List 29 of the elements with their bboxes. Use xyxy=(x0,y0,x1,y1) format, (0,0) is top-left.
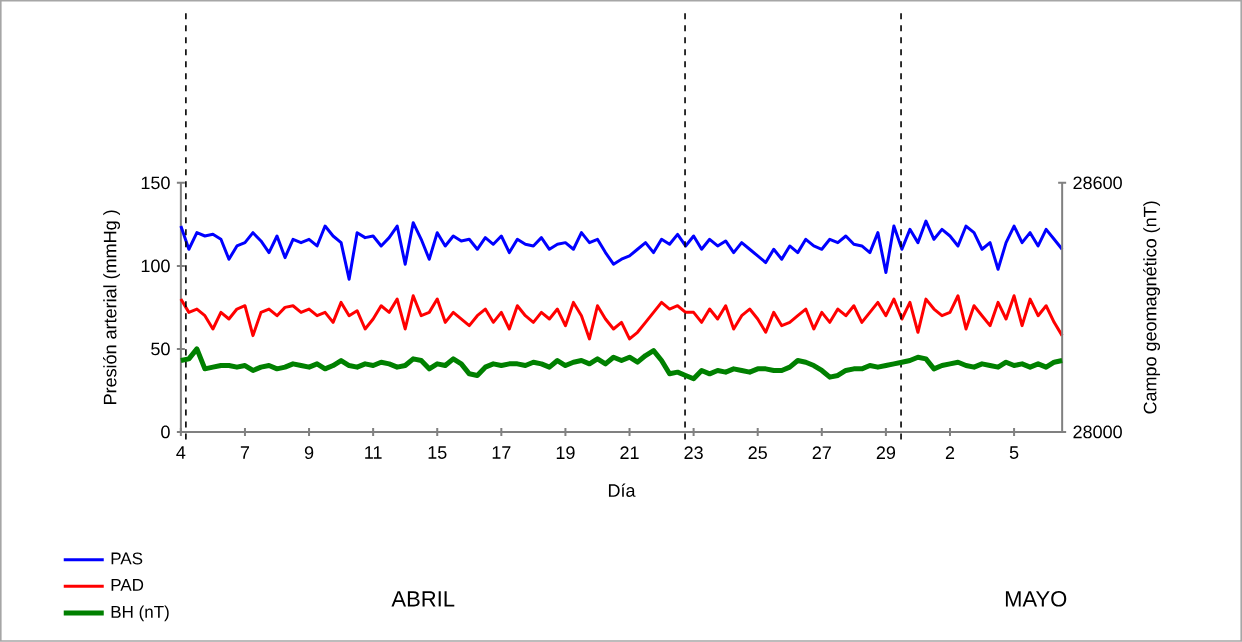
x-tick-label: 25 xyxy=(748,446,767,460)
x-tick-label: 21 xyxy=(620,446,639,459)
x-axis-title: Día xyxy=(608,483,636,498)
legend-label: PAD xyxy=(111,579,144,591)
y2-axis-title: Campo geomagnético (nT) xyxy=(1143,201,1161,414)
legend-label: PAS xyxy=(111,552,143,565)
y-axis-title: Presión arterial (mmHg ) xyxy=(103,210,121,405)
y-tick-label: 100 xyxy=(141,259,170,273)
y2-tick-label: 28000 xyxy=(1073,425,1122,439)
x-tick-label: 7 xyxy=(240,446,250,459)
x-tick-label: 15 xyxy=(428,446,447,460)
x-tick-label: 17 xyxy=(492,446,511,459)
x-tick-label: 23 xyxy=(684,446,703,460)
x-tick-label: 11 xyxy=(365,446,382,459)
text: MAYO xyxy=(1005,591,1067,607)
x-tick-label: 19 xyxy=(556,446,575,460)
x-tick-label: 27 xyxy=(812,446,831,459)
x-tick-label: 29 xyxy=(876,446,896,460)
x-tick-label: 2 xyxy=(945,446,955,459)
x-tick-label: 5 xyxy=(1009,446,1019,460)
legend-label: BH (nT) xyxy=(111,605,169,622)
x-tick-label: 4 xyxy=(176,446,186,459)
y-tick-label: 50 xyxy=(151,342,170,356)
y2-tick-label: 28600 xyxy=(1073,176,1122,190)
x-tick-label: 9 xyxy=(304,446,314,460)
y-tick-label: 150 xyxy=(141,176,170,190)
line-series xyxy=(179,219,1064,281)
y-tick-label: 0 xyxy=(161,425,170,439)
text: ABRIL xyxy=(391,591,455,607)
